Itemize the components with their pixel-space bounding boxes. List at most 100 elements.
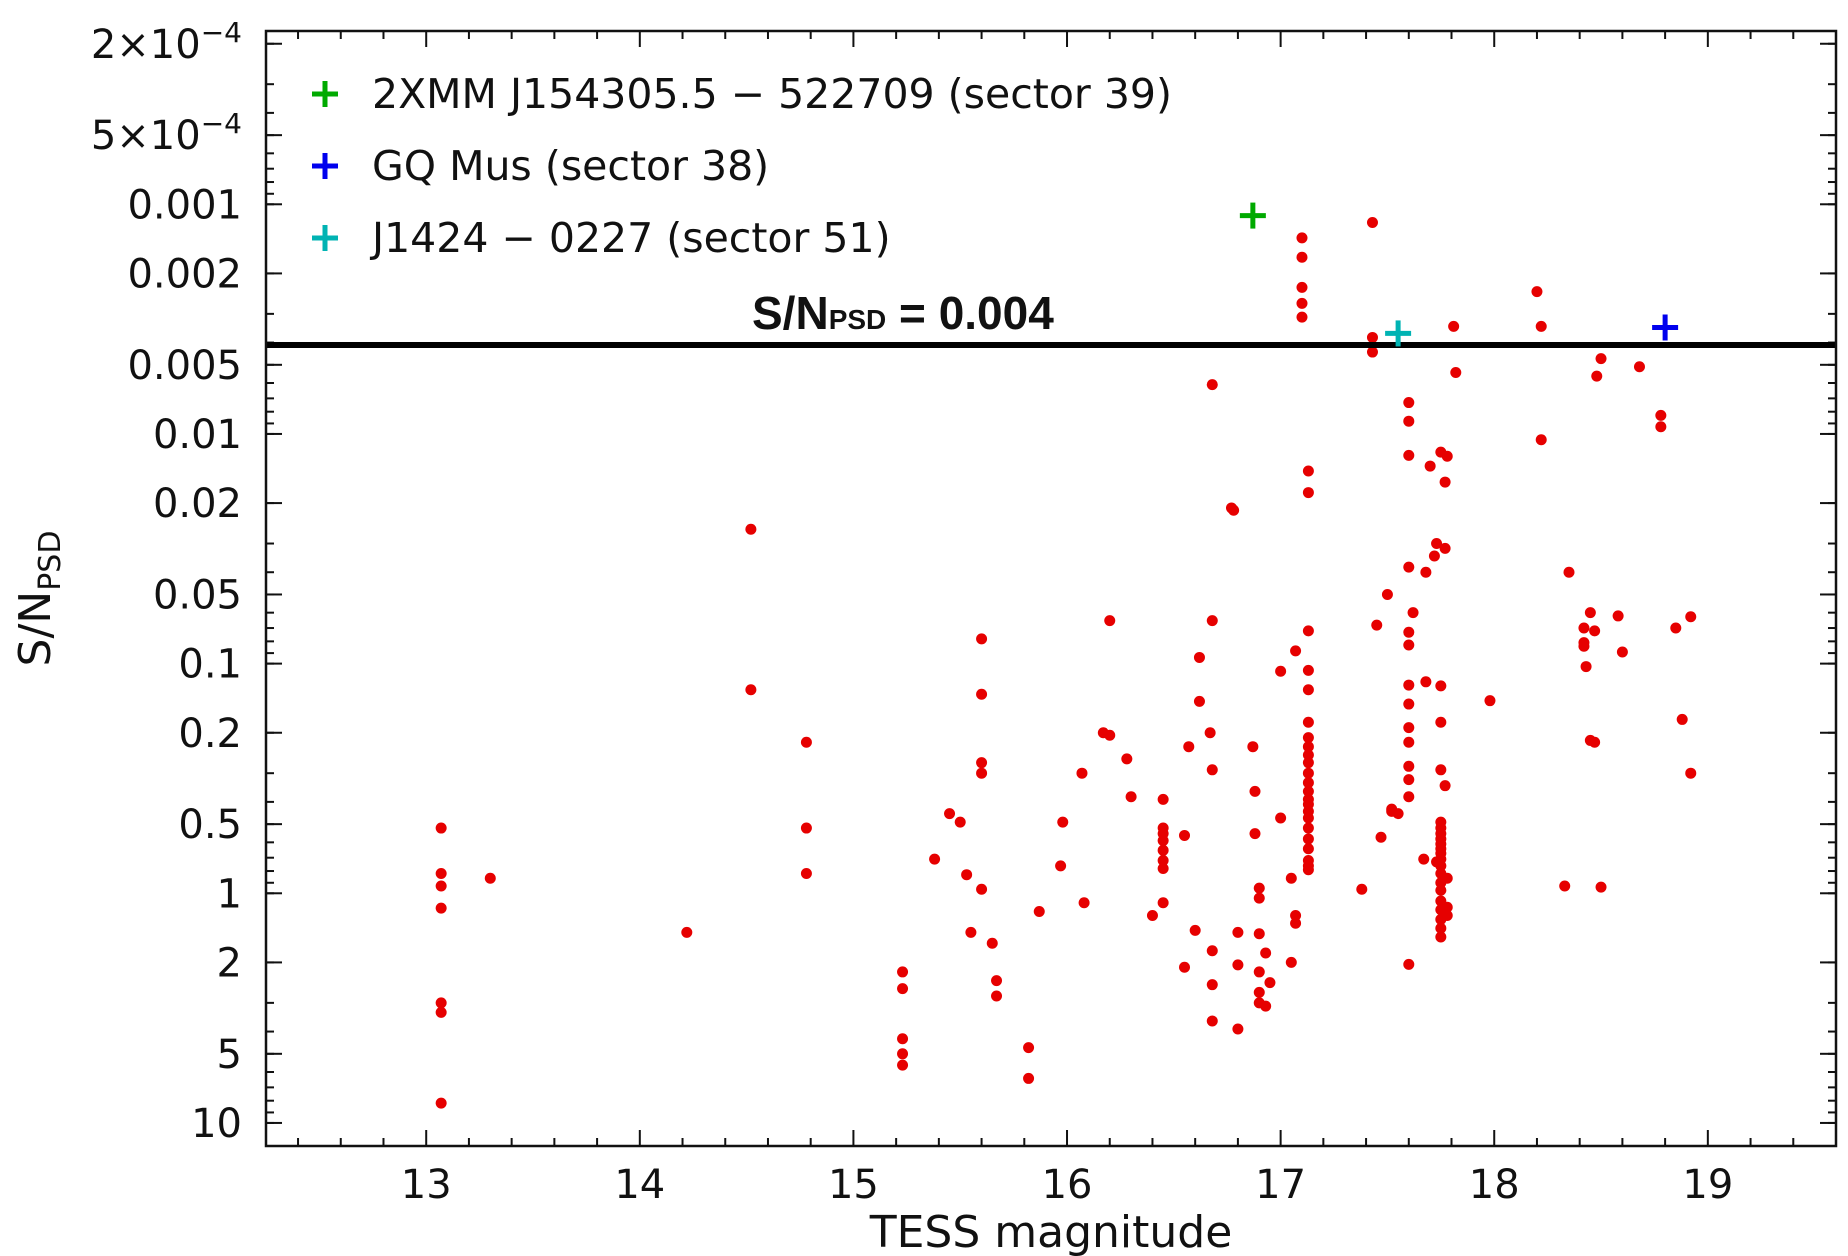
data-point	[1121, 753, 1133, 765]
x-axis-title: TESS magnitude	[869, 1207, 1233, 1256]
data-point	[1578, 640, 1590, 652]
data-point	[1076, 767, 1088, 779]
data-point	[1290, 917, 1302, 929]
data-point	[1285, 956, 1297, 968]
y-tick-label: 1	[217, 871, 242, 917]
data-point	[1589, 736, 1601, 748]
data-point	[1420, 676, 1432, 688]
data-point	[1146, 910, 1158, 922]
data-point	[1403, 736, 1415, 748]
y-tick-label: 10	[191, 1101, 242, 1147]
data-point	[1531, 286, 1543, 298]
data-point	[1563, 566, 1575, 578]
data-point	[1296, 251, 1308, 263]
data-point	[1260, 1000, 1272, 1012]
x-tick-label: 16	[1042, 1162, 1093, 1208]
data-point	[1435, 764, 1447, 776]
y-tick-label: 0.01	[153, 412, 242, 458]
data-point	[1580, 661, 1592, 673]
data-point	[1179, 961, 1191, 973]
data-point	[1633, 361, 1645, 373]
data-point	[435, 1006, 447, 1018]
data-point	[1392, 808, 1404, 820]
data-point	[800, 867, 812, 879]
data-point	[1439, 780, 1451, 792]
x-tick-label: 18	[1469, 1162, 1520, 1208]
legend: 2XMM J154305.5 − 522709 (sector 39) GQ Mu…	[312, 70, 1172, 262]
data-points	[435, 216, 1697, 1109]
y-tick-label: 0.1	[178, 642, 242, 688]
data-point	[1403, 958, 1415, 970]
data-point	[1206, 764, 1218, 776]
data-point	[435, 867, 447, 879]
data-point	[1435, 931, 1447, 943]
data-point	[1435, 884, 1447, 896]
data-point	[1435, 860, 1447, 872]
legend-label: 2XMM J154305.5 − 522709 (sector 39)	[372, 70, 1172, 118]
data-point	[800, 822, 812, 834]
data-point	[1381, 588, 1393, 600]
data-point	[976, 767, 988, 779]
data-point	[1249, 785, 1261, 797]
data-point	[1302, 664, 1314, 676]
data-point	[1296, 297, 1308, 309]
data-point	[1435, 922, 1447, 934]
data-point	[897, 1048, 909, 1060]
data-point	[1206, 615, 1218, 627]
minor-ticks	[266, 31, 1837, 1146]
data-point	[1595, 353, 1607, 365]
legend-marker	[312, 81, 338, 107]
data-point	[1418, 853, 1430, 865]
data-point	[1302, 843, 1314, 855]
y-tick-label: 0.5	[178, 802, 242, 848]
data-point	[1428, 550, 1440, 562]
data-point	[1057, 816, 1069, 828]
data-point	[1232, 959, 1244, 971]
major-ticks	[266, 31, 1836, 1146]
data-point	[1260, 947, 1272, 959]
data-point	[1559, 880, 1571, 892]
data-point	[1183, 741, 1195, 753]
x-tick-label: 17	[1255, 1162, 1306, 1208]
data-point	[1296, 232, 1308, 244]
data-point	[965, 926, 977, 938]
data-point	[1157, 862, 1169, 874]
data-point	[1285, 872, 1297, 884]
data-point	[1247, 741, 1259, 753]
highlight-point	[1239, 202, 1266, 229]
data-point	[1193, 651, 1205, 663]
data-point	[1157, 835, 1169, 847]
data-point	[1424, 460, 1436, 472]
highlight-point	[1652, 314, 1679, 341]
y-tick-label: 2×10−4	[91, 16, 242, 68]
data-point	[435, 1097, 447, 1109]
data-point	[1157, 897, 1169, 909]
data-point	[1535, 320, 1547, 332]
data-point	[1403, 760, 1415, 772]
data-point	[1403, 626, 1415, 638]
data-point	[1302, 465, 1314, 477]
data-point	[1302, 785, 1314, 797]
data-point	[1302, 864, 1314, 876]
plot-frame	[264, 29, 1838, 1148]
data-point	[897, 1033, 909, 1045]
data-point	[1589, 625, 1601, 637]
data-point	[435, 902, 447, 914]
data-point	[1439, 476, 1451, 488]
data-point	[1591, 370, 1603, 382]
data-point	[976, 633, 988, 645]
data-point	[1206, 1015, 1218, 1027]
data-point	[991, 975, 1003, 987]
data-point	[1616, 646, 1628, 658]
y-tick-label: 5	[217, 1032, 242, 1078]
data-point	[1253, 928, 1265, 940]
data-point	[1439, 542, 1451, 554]
data-point	[1249, 828, 1261, 840]
data-point	[1655, 409, 1667, 421]
data-point	[1253, 892, 1265, 904]
data-point	[1448, 320, 1460, 332]
data-point	[1441, 450, 1453, 462]
data-point	[1375, 831, 1387, 843]
data-point	[1204, 727, 1216, 739]
